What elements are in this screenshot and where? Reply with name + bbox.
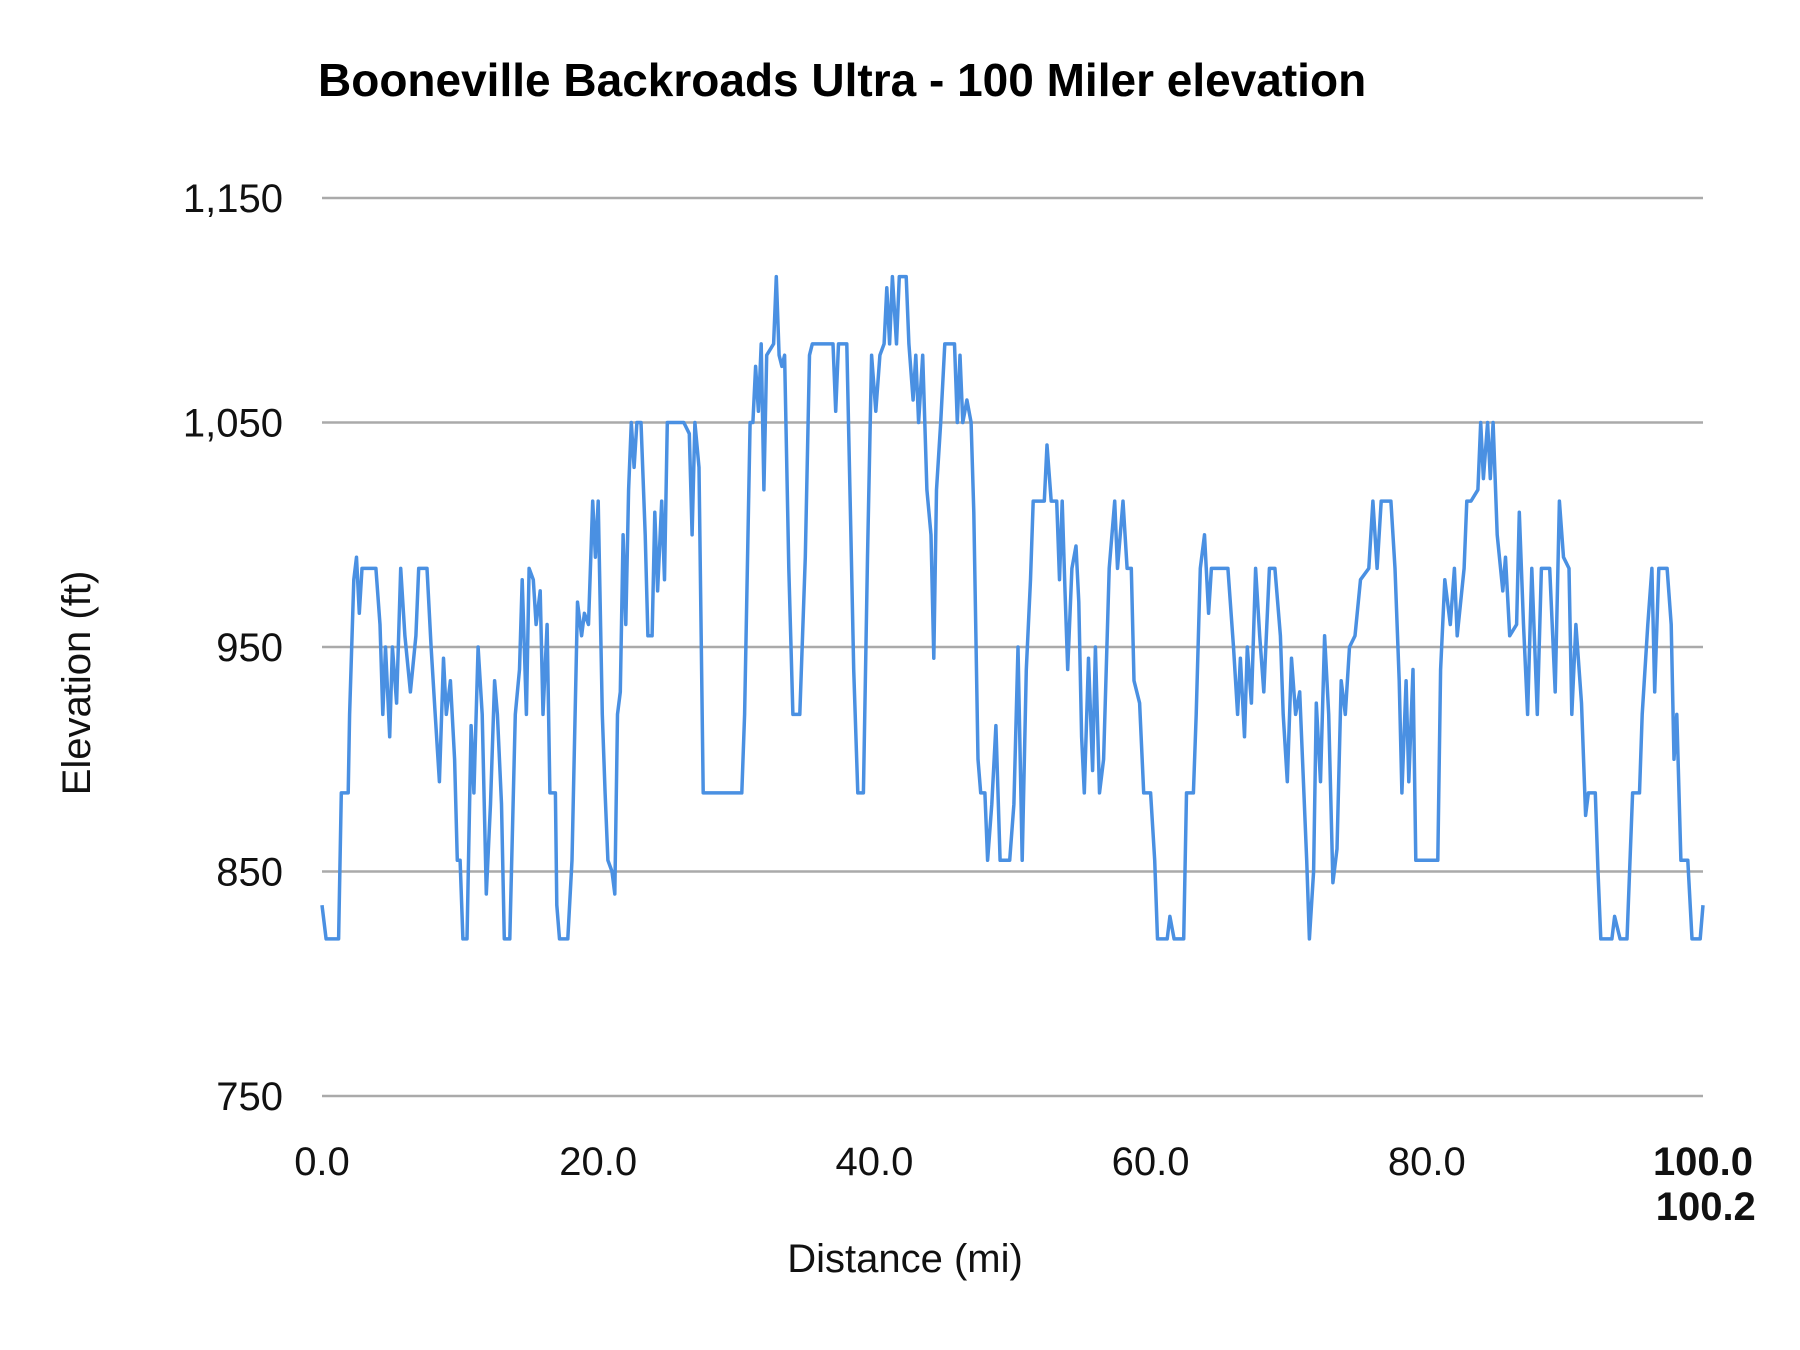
x-axis-title: Distance (mi) [787,1237,1023,1281]
y-tick-label: 850 [216,851,283,895]
y-axis-title: Elevation (ft) [55,571,99,796]
chart-title: Booneville Backroads Ultra - 100 Miler e… [318,54,1366,106]
x-tick-label: 100.2 [1656,1185,1756,1229]
y-tick-label: 950 [216,626,283,670]
y-tick-label: 750 [216,1075,283,1119]
x-tick-label: 100.0 [1653,1140,1753,1184]
x-tick-label: 80.0 [1388,1140,1466,1184]
x-tick-label: 0.0 [294,1140,350,1184]
y-tick-label: 1,050 [183,402,283,446]
elevation-line [320,274,1705,941]
gridlines [322,196,1703,1098]
y-tick-label: 1,150 [183,177,283,221]
y-axis-ticks: 750 850 950 1,050 1,150 [183,177,283,1119]
x-tick-label: 40.0 [835,1140,913,1184]
x-tick-label: 60.0 [1112,1140,1190,1184]
x-tick-label: 20.0 [559,1140,637,1184]
